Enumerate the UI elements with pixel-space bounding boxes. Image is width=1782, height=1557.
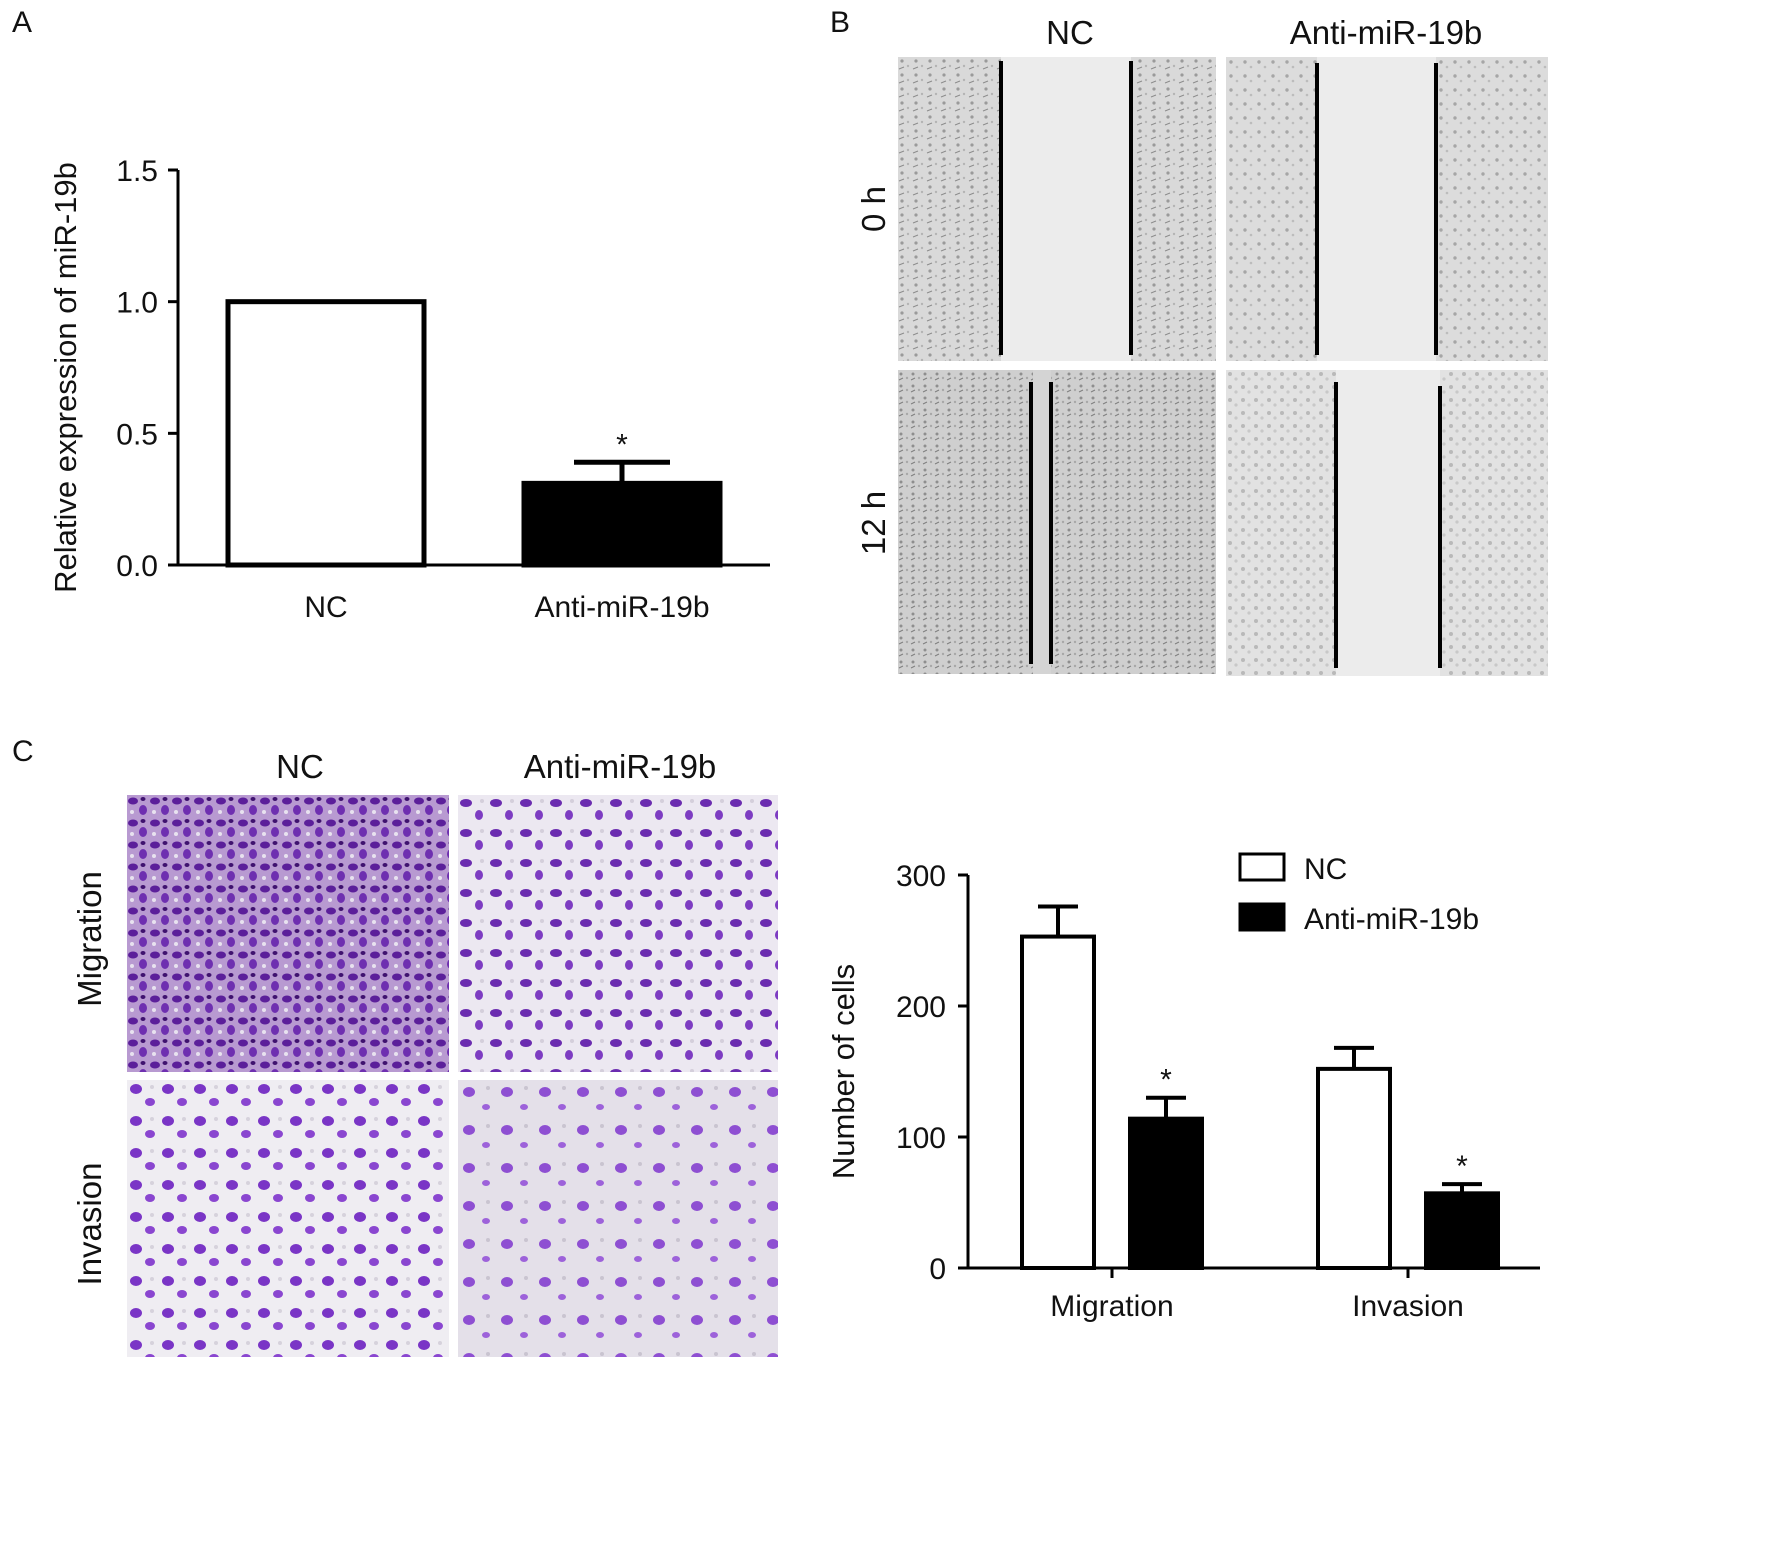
wound-column-nc: NC — [1046, 14, 1094, 51]
legend-swatch-0 — [1238, 852, 1286, 882]
significance-1: * — [616, 428, 628, 461]
bar-0 — [225, 299, 427, 568]
legend-swatch-1 — [1238, 902, 1286, 932]
transwell-column-nc: NC — [276, 748, 324, 785]
y-tick-label-1: 100 — [896, 1122, 946, 1155]
y-tick-label-0: 0.0 — [116, 550, 158, 583]
x-tick-label-0: NC — [304, 591, 347, 624]
y-tick-label-3: 300 — [896, 860, 946, 893]
transwell-row-migration: Migration — [71, 871, 108, 1007]
wound-image-nc-0h — [898, 57, 1216, 361]
y-tick-label-2: 1.0 — [116, 287, 158, 320]
significance-0-1: * — [1160, 1064, 1172, 1097]
transwell-column-anti: Anti-miR-19b — [523, 748, 717, 785]
chart-a: 0.0 0.5 1.0 1.5 Relative expression of miR-1… — [48, 155, 770, 624]
panel-label-c: C — [12, 735, 34, 768]
transwell-image-anti-migration — [458, 795, 778, 1072]
panel-label-b: B — [830, 6, 851, 39]
wound-row-12h: 12 h — [855, 490, 892, 556]
legend-label-1: Anti-miR-19b — [1304, 903, 1479, 936]
legend-label-0: NC — [1304, 853, 1347, 886]
x-tick-label-1: Invasion — [1352, 1290, 1464, 1323]
y-axis-label: Relative expression of miR-19b — [48, 162, 83, 593]
wound-image-anti-0h — [1226, 57, 1548, 361]
significance-1-1: * — [1456, 1150, 1468, 1183]
transwell-image-nc-migration — [127, 795, 449, 1072]
wound-column-anti: Anti-miR-19b — [1289, 14, 1483, 51]
y-tick-label-0: 0 — [929, 1253, 946, 1286]
transwell-image-anti-invasion — [458, 1080, 778, 1357]
bar-1-1 — [1424, 1191, 1500, 1270]
chart-c: 0 100 200 300 Number of cells Migration * Invas… — [826, 852, 1540, 1323]
bar-0-1 — [1128, 1116, 1204, 1270]
wound-row-0h: 0 h — [855, 186, 892, 232]
bar-1-0 — [1316, 1066, 1392, 1270]
x-tick-label-0: Migration — [1050, 1290, 1173, 1323]
bar-0-0 — [1020, 934, 1096, 1270]
transwell-row-invasion: Invasion — [71, 1162, 108, 1286]
y-axis-label: Number of cells — [826, 964, 861, 1179]
bar-1 — [521, 480, 723, 568]
wound-image-anti-12h — [1226, 370, 1548, 676]
transwell-image-nc-invasion — [127, 1080, 449, 1357]
y-tick-label-3: 1.5 — [116, 155, 158, 188]
y-tick-label-1: 0.5 — [116, 418, 158, 451]
wound-image-nc-12h — [898, 370, 1216, 674]
x-tick-label-1: Anti-miR-19b — [534, 591, 709, 624]
panel-label-a: A — [12, 6, 33, 39]
y-tick-label-2: 200 — [896, 991, 946, 1024]
